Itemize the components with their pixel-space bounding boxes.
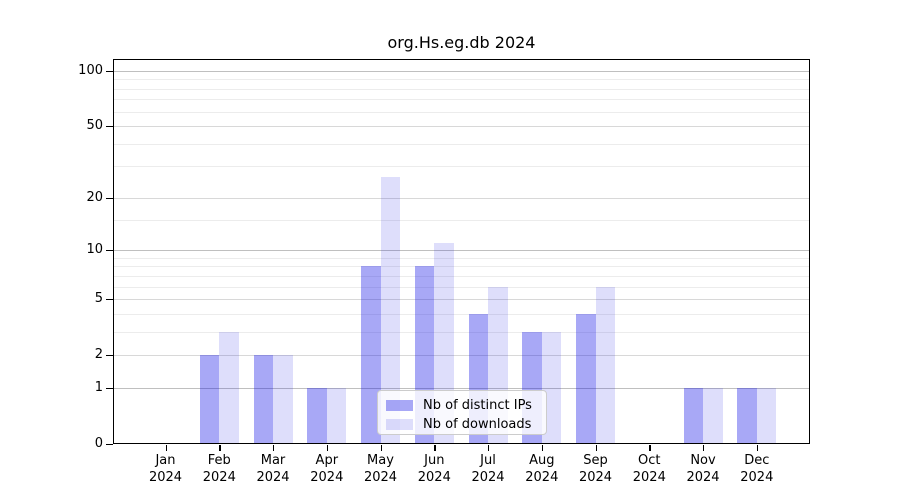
y-tick-label: 2 — [94, 347, 103, 363]
x-tick-label: Jan 2024 — [148, 453, 183, 485]
bar-dec-downloads — [756, 387, 777, 444]
gridline-major — [113, 70, 810, 72]
y-tick-mark — [106, 197, 113, 199]
bar-nov-distinct-ips — [683, 387, 703, 444]
bar-sep-downloads — [595, 286, 615, 444]
y-tick-mark — [106, 70, 113, 72]
bar-may-downloads — [380, 177, 400, 444]
legend-swatch-downloads — [386, 419, 413, 430]
x-tick-mark — [165, 445, 167, 451]
gridline-minor — [113, 111, 810, 113]
legend-label: Nb of distinct IPs — [423, 398, 532, 413]
y-tick-label: 1 — [94, 379, 103, 395]
legend-swatch-distinct-ips — [386, 400, 413, 411]
plot-border — [113, 59, 810, 444]
gridline-major — [113, 197, 810, 199]
x-tick-label: Dec 2024 — [740, 453, 774, 485]
gridline-major — [113, 126, 810, 127]
bar-may-distinct-ips — [361, 266, 381, 444]
gridline-minor — [113, 99, 810, 101]
y-tick-label: 5 — [94, 291, 103, 307]
y-tick-label: 100 — [78, 62, 103, 78]
x-tick-label: Sep 2024 — [578, 453, 613, 485]
plot-area — [113, 59, 810, 444]
y-tick-mark — [106, 250, 113, 252]
chart-title: org.Hs.eg.db 2024 — [387, 33, 536, 52]
x-tick-label: Jun 2024 — [417, 453, 451, 485]
x-tick-mark — [326, 445, 329, 451]
gridline-minor — [113, 275, 810, 277]
x-tick-mark — [380, 445, 382, 451]
bar-dec-distinct-ips — [737, 387, 757, 444]
gridline-minor — [113, 257, 810, 259]
x-tick-mark — [434, 445, 436, 451]
x-tick-label: Oct 2024 — [632, 453, 666, 485]
legend-label: Nb of downloads — [423, 417, 532, 432]
y-tick-label: 10 — [86, 242, 103, 257]
gridline-major — [113, 387, 810, 389]
x-tick-label: Jul 2024 — [471, 453, 505, 485]
x-tick-label: Nov 2024 — [686, 453, 720, 485]
legend-item-downloads: Nb of downloads — [386, 415, 538, 434]
x-tick-mark — [219, 445, 221, 451]
x-tick-mark — [488, 445, 490, 451]
legend: Nb of distinct IPs Nb of downloads — [377, 390, 547, 435]
x-tick-mark — [756, 445, 759, 451]
x-tick-mark — [541, 445, 544, 451]
y-tick-mark — [106, 299, 113, 301]
bar-feb-distinct-ips — [199, 355, 220, 444]
gridline-minor — [113, 266, 810, 268]
x-tick-mark — [595, 445, 597, 451]
gridline-major — [113, 250, 810, 251]
x-tick-label: Apr 2024 — [310, 453, 344, 485]
x-tick-label: Aug 2024 — [525, 453, 559, 485]
x-tick-label: Mar 2024 — [256, 453, 290, 485]
gridline-minor — [113, 313, 810, 315]
y-tick-mark — [106, 444, 113, 446]
gridline-major — [113, 355, 810, 357]
y-tick-label: 20 — [86, 189, 103, 205]
bar-sep-distinct-ips — [576, 313, 596, 444]
legend-item-distinct-ips: Nb of distinct IPs — [386, 396, 538, 415]
bar-apr-distinct-ips — [307, 387, 327, 444]
gridline-minor — [113, 219, 810, 221]
y-tick-label: 0 — [94, 436, 103, 451]
x-tick-mark — [703, 445, 705, 451]
bar-mar-distinct-ips — [253, 355, 273, 444]
gridline-minor — [113, 286, 810, 288]
x-tick-mark — [649, 445, 651, 451]
gridline-minor — [113, 79, 810, 81]
gridline-minor — [113, 166, 810, 168]
gridline-minor — [113, 143, 810, 145]
x-tick-label: May 2024 — [363, 453, 398, 485]
y-tick-label: 50 — [86, 118, 103, 133]
gridline-minor — [113, 331, 810, 333]
y-tick-mark — [106, 355, 113, 357]
bar-nov-downloads — [703, 387, 723, 444]
y-tick-mark — [106, 387, 113, 390]
bar-apr-downloads — [326, 387, 347, 444]
gridline-major — [113, 299, 810, 301]
gridline-minor — [113, 88, 810, 90]
x-tick-label: Feb 2024 — [202, 453, 236, 485]
bar-feb-downloads — [219, 331, 239, 444]
x-tick-mark — [273, 445, 275, 451]
bar-mar-downloads — [273, 355, 293, 444]
y-tick-mark — [106, 126, 113, 128]
